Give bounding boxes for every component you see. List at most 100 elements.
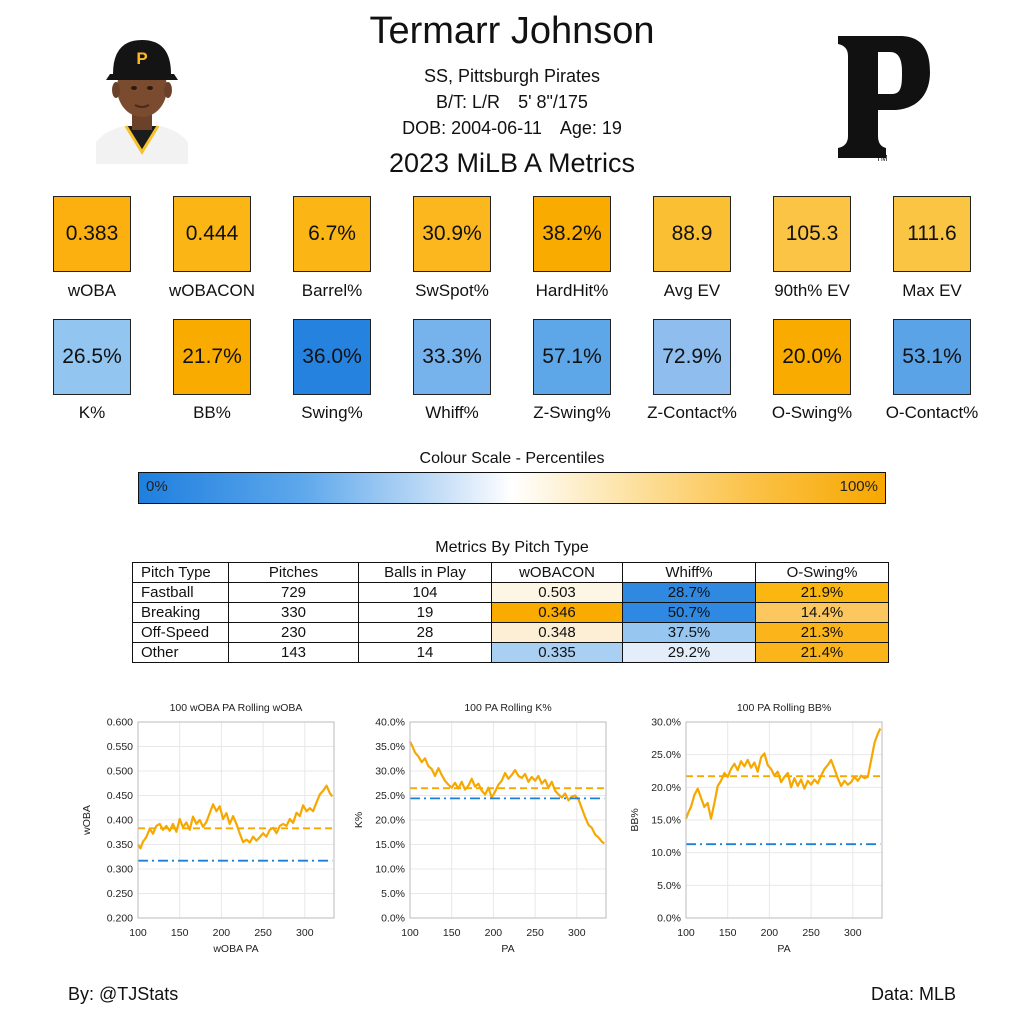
x-tick-label: 250 [526, 927, 544, 939]
player-position-team: SS, Pittsburgh Pirates [423, 66, 601, 86]
metric-value-max-ev: 111.6 [893, 196, 971, 272]
metric-value-k-: 26.5% [53, 319, 131, 395]
table-header-cell: O-Swing% [755, 562, 889, 583]
y-axis-label: BB% [629, 808, 641, 831]
y-tick-label: 25.0% [651, 749, 681, 761]
metric-value-bb-: 21.7% [173, 319, 251, 395]
x-tick-label: 150 [171, 927, 189, 939]
player-rolling-line [684, 728, 882, 820]
table-cell: Fastball [132, 582, 229, 603]
metric-label: O-Contact% [885, 403, 979, 422]
metric-label: K% [78, 403, 106, 422]
x-tick-label: 200 [761, 927, 779, 939]
y-tick-label: 0.0% [657, 913, 681, 925]
metric-value-o-contact-: 53.1% [893, 319, 971, 395]
metric-label: Z-Swing% [533, 403, 611, 422]
player-dob-age: DOB: 2004-06-11 Age: 19 [262, 118, 762, 139]
y-axis-label: wOBA [81, 805, 93, 836]
table-row: Breaking 330 19 0.346 50.7% 14.4% [132, 602, 889, 623]
metric-value-avg-ev: 88.9 [653, 196, 731, 272]
table-cell: 37.5% [622, 622, 756, 643]
table-cell: 28.7% [622, 582, 756, 603]
table-row: Fastball 729 104 0.503 28.7% 21.9% [132, 582, 889, 603]
age: Age: 19 [559, 118, 622, 138]
player-rolling-line [137, 784, 334, 850]
cap-logo-letter: P [136, 49, 147, 68]
x-axis-label: PA [777, 943, 790, 955]
dob: DOB: 2004-06-11 [402, 118, 542, 138]
y-tick-label: 0.200 [107, 913, 133, 925]
table-cell: 19 [358, 602, 492, 623]
table-cell: 21.9% [755, 582, 889, 603]
metric-label: BB% [193, 403, 231, 422]
table-cell: 0.346 [491, 602, 623, 623]
table-row: Off-Speed 230 28 0.348 37.5% 21.3% [132, 622, 889, 643]
pitch-table-title: Metrics By Pitch Type [435, 539, 589, 556]
y-tick-label: 0.250 [107, 888, 133, 900]
colour-scale-min-label: 0% [146, 478, 168, 495]
metric-value-swing-: 36.0% [293, 319, 371, 395]
player-headshot: P [96, 30, 188, 164]
table-cell: 14.4% [755, 602, 889, 623]
rolling-k-chart: 0.0% 5.0% 10.0% 15.0% 20.0% 25.0% 30.0% 35.0% 40… [353, 702, 607, 955]
plot-frame [137, 721, 335, 919]
y-tick-label: 25.0% [375, 790, 405, 802]
table-cell: 230 [228, 622, 359, 643]
x-tick-label: 250 [802, 927, 820, 939]
metric-label: SwSpot% [415, 281, 489, 300]
y-tick-label: 15.0% [651, 815, 681, 827]
logo-trademark: TM [876, 154, 888, 163]
metric-label: Z-Contact% [647, 403, 737, 422]
table-cell: 29.2% [622, 642, 756, 663]
colour-scale-bar [138, 472, 886, 504]
x-tick-label: 300 [844, 927, 862, 939]
table-cell: 0.335 [491, 642, 623, 663]
table-cell: 21.3% [755, 622, 889, 643]
colour-scale-title: Colour Scale - Percentiles [419, 450, 605, 467]
y-axis-label: K% [353, 812, 365, 828]
x-axis-label: wOBA PA [212, 943, 258, 955]
metric-value-z-contact-: 72.9% [653, 319, 731, 395]
player-name: Termarr Johnson [369, 10, 655, 52]
team-logo: TM [838, 36, 930, 163]
metric-label: Whiff% [425, 403, 479, 422]
table-cell: 21.4% [755, 642, 889, 663]
table-header-cell: Pitch Type [132, 562, 229, 583]
y-tick-label: 10.0% [375, 864, 405, 876]
metric-label: wOBACON [169, 281, 255, 300]
colour-scale-max-label: 100% [839, 478, 878, 495]
y-tick-label: 15.0% [375, 839, 405, 851]
y-tick-label: 20.0% [651, 782, 681, 794]
table-cell: 50.7% [622, 602, 756, 623]
section-title: 2023 MiLB A Metrics [388, 148, 636, 178]
x-tick-label: 200 [213, 927, 231, 939]
table-cell: 0.348 [491, 622, 623, 643]
table-header-cell: Pitches [228, 562, 359, 583]
height-weight: 5' 8"/175 [518, 92, 588, 112]
metric-value-o-swing-: 20.0% [773, 319, 851, 395]
metric-label: Barrel% [301, 281, 363, 300]
y-tick-label: 0.450 [107, 790, 133, 802]
x-tick-label: 300 [296, 927, 314, 939]
footer-credit: By: @TJStats [68, 984, 179, 1004]
table-row: Other 143 14 0.335 29.2% 21.4% [132, 642, 889, 663]
metric-label: HardHit% [535, 281, 609, 300]
x-tick-label: 100 [401, 927, 419, 939]
y-tick-label: 35.0% [375, 741, 405, 753]
metric-value-woba: 0.383 [53, 196, 131, 272]
metric-label: wOBA [67, 281, 117, 300]
bats-throws: B/T: L/R [436, 92, 501, 112]
x-tick-label: 300 [568, 927, 586, 939]
chart-title: 100 PA Rolling BB% [737, 702, 831, 714]
plot-frame [685, 721, 883, 919]
rolling-woba-chart: 0.200 0.250 0.300 0.350 0.400 0.450 0.500 0.550… [81, 702, 335, 955]
metric-label: O-Swing% [771, 403, 853, 422]
table-cell: Breaking [132, 602, 229, 623]
y-tick-label: 40.0% [375, 717, 405, 729]
metric-value-90th-ev: 105.3 [773, 196, 851, 272]
x-tick-label: 200 [485, 927, 503, 939]
x-tick-label: 100 [129, 927, 147, 939]
y-tick-label: 0.300 [107, 864, 133, 876]
metric-value-barrel-: 6.7% [293, 196, 371, 272]
x-tick-label: 250 [254, 927, 272, 939]
